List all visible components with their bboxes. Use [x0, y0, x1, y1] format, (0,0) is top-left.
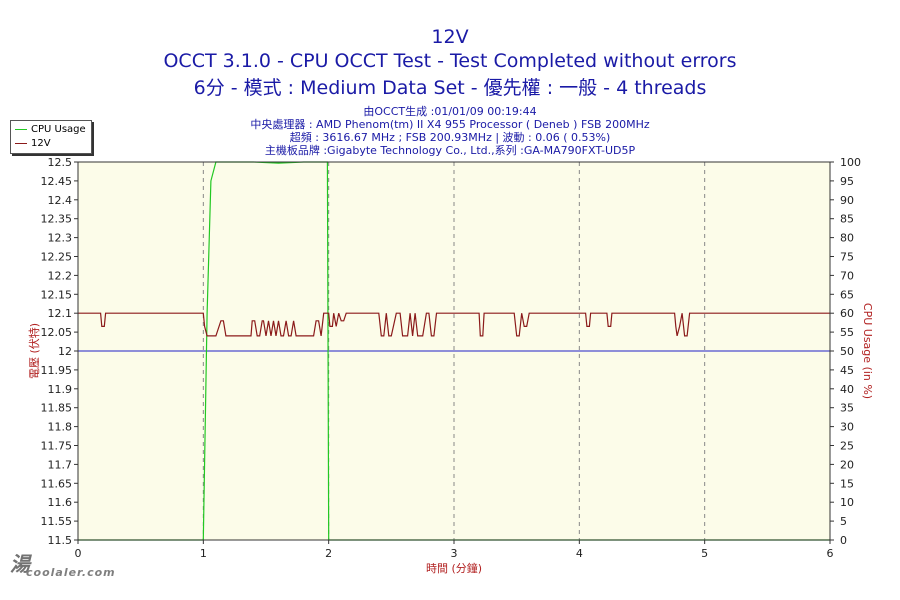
x-tick-label: 6 — [827, 547, 834, 560]
y2-tick-label: 25 — [840, 440, 854, 453]
watermark-text: coolaler.com — [26, 566, 116, 579]
y-tick-label: 12.3 — [48, 232, 73, 245]
x-tick-label: 2 — [325, 547, 332, 560]
y2-tick-label: 85 — [840, 213, 854, 226]
y-tick-label: 11.5 — [48, 534, 73, 547]
series-line-12v — [78, 312, 830, 337]
y2-tick-label: 20 — [840, 458, 854, 471]
y-tick-label: 12.05 — [41, 326, 73, 339]
info-cpu: 中央處理器 : AMD Phenom(tm) II X4 955 Process… — [250, 118, 650, 131]
y-tick-label: 11.8 — [48, 421, 73, 434]
y-tick-label: 11.65 — [41, 477, 73, 490]
test-status-line: OCCT 3.1.0 - CPU OCCT Test - Test Comple… — [163, 50, 737, 72]
y2-tick-label: 5 — [840, 515, 847, 528]
y2-tick-label: 50 — [840, 345, 854, 358]
y-tick-label: 12 — [58, 345, 72, 358]
x-tick-label: 3 — [451, 547, 458, 560]
x-tick-label: 4 — [576, 547, 583, 560]
x-tick-label: 1 — [200, 547, 207, 560]
y2-tick-label: 40 — [840, 383, 854, 396]
info-overclock: 超頻 : 3616.67 MHz ; FSB 200.93MHz | 波動 : … — [289, 131, 611, 144]
y-axis-label-left: 電壓 (伏特) — [27, 323, 41, 379]
y2-tick-label: 100 — [840, 156, 861, 169]
info-generated: 由OCCT生成 :01/01/09 00:19:44 — [363, 105, 537, 118]
y2-tick-label: 90 — [840, 194, 854, 207]
y2-tick-label: 95 — [840, 175, 854, 188]
legend-label-cpu: CPU Usage — [31, 124, 86, 135]
test-mode-line: 6分 - 模式 : Medium Data Set - 優先權 : 一般 - 4… — [193, 77, 707, 99]
y-tick-label: 11.95 — [41, 364, 73, 377]
legend: CPU Usage 12V — [10, 120, 92, 154]
y-tick-label: 12.45 — [41, 175, 73, 188]
y2-tick-label: 55 — [840, 326, 854, 339]
y-tick-label: 12.5 — [48, 156, 73, 169]
plot-frame — [77, 161, 831, 541]
y-tick-label: 12.2 — [48, 269, 73, 282]
legend-label-12v: 12V — [31, 138, 51, 149]
y-tick-label: 12.1 — [48, 307, 73, 320]
y2-tick-label: 70 — [840, 269, 854, 282]
y2-tick-label: 65 — [840, 288, 854, 301]
legend-item-12v: 12V — [15, 138, 51, 150]
y2-tick-label: 60 — [840, 307, 854, 320]
info-motherboard: 主機板品牌 :Gigabyte Technology Co., Ltd.,系列 … — [264, 144, 636, 157]
y2-tick-label: 80 — [840, 232, 854, 245]
y-tick-label: 11.85 — [41, 402, 73, 415]
y2-tick-label: 45 — [840, 364, 854, 377]
y2-tick-label: 10 — [840, 496, 854, 509]
x-axis-label: 時間 (分鐘) — [426, 561, 482, 575]
y2-tick-label: 30 — [840, 421, 854, 434]
y-tick-label: 12.35 — [41, 213, 73, 226]
legend-item-cpu: CPU Usage — [15, 124, 86, 136]
y2-tick-label: 35 — [840, 402, 854, 415]
y2-tick-label: 0 — [840, 534, 847, 547]
legend-swatch-cpu — [15, 128, 27, 130]
y-tick-label: 11.9 — [48, 383, 73, 396]
y-tick-label: 11.7 — [48, 458, 73, 471]
y-tick-label: 12.25 — [41, 251, 73, 264]
y-tick-label: 12.4 — [48, 194, 73, 207]
legend-swatch-12v — [15, 142, 27, 144]
y-tick-label: 11.6 — [48, 496, 73, 509]
y-tick-label: 11.55 — [41, 515, 73, 528]
y-tick-label: 12.15 — [41, 288, 73, 301]
chart-title: 12V — [431, 26, 469, 48]
tick-labels: 0 1 2 3 4 5 612.512.4512.412.3512.312.2512.212… — [41, 156, 862, 560]
y2-tick-label: 15 — [840, 477, 854, 490]
x-tick-label: 0 — [75, 547, 82, 560]
watermark-logo-icon: 湯 — [10, 552, 30, 576]
y-axis-label-right: CPU Usage (in %) — [861, 303, 874, 399]
x-tick-label: 5 — [701, 547, 708, 560]
y2-tick-label: 75 — [840, 251, 854, 264]
y-tick-label: 11.75 — [41, 440, 73, 453]
axes — [74, 161, 834, 544]
